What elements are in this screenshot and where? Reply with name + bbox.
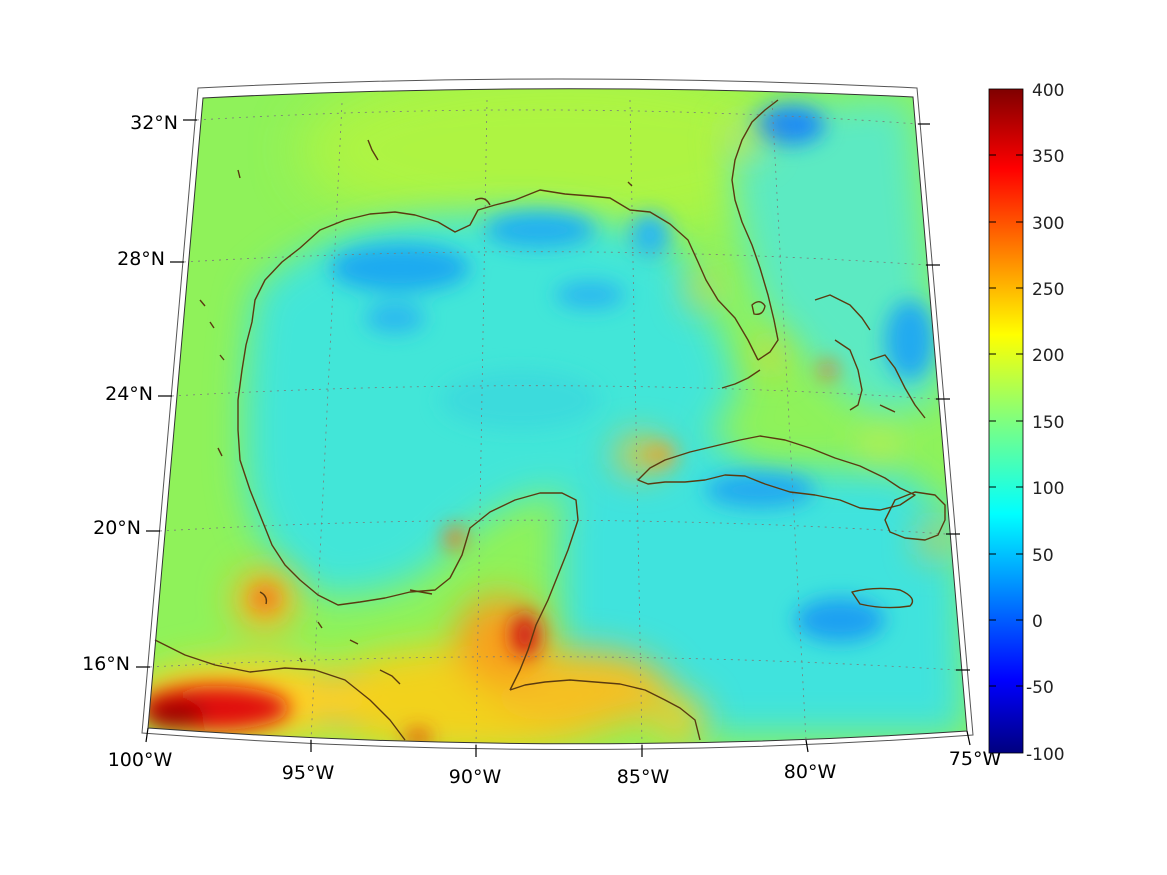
lon-label: 85°W — [617, 766, 670, 788]
field-shading — [148, 88, 967, 744]
florida-keys — [721, 369, 761, 389]
lat-label: 20°N — [93, 517, 141, 539]
lon-label: 80°W — [784, 761, 837, 783]
colorbar-tick-label: 300 — [1032, 214, 1064, 234]
lat-label: 28°N — [117, 248, 165, 270]
gulf-coastline — [237, 189, 759, 691]
colorbar-tick-label: 200 — [1032, 346, 1064, 366]
colorbar-tick-label: 350 — [1032, 147, 1064, 167]
bahamas — [814, 294, 926, 419]
colorbar-tick-label: 250 — [1032, 280, 1064, 300]
colorbar-tick-label: 400 — [1032, 81, 1064, 101]
colorbar-tick-label: 100 — [1032, 479, 1064, 499]
lake-okeechobee — [751, 301, 766, 316]
longitude-labels: 100°W 95°W 90°W 85°W 80°W 75°W — [108, 748, 1002, 788]
lon-label: 90°W — [449, 766, 502, 788]
lat-label: 24°N — [105, 383, 153, 405]
colorbar-tick-label: -50 — [1026, 678, 1054, 698]
frame-ticks — [136, 119, 971, 757]
colorbar-tick-label: 50 — [1032, 546, 1054, 566]
map-frame-outer — [141, 78, 974, 751]
pacific-coast — [154, 639, 406, 741]
colorbar-tick-labels: 400 350 300 250 200 150 100 50 0 -50 -10… — [1026, 81, 1065, 765]
lat-label: 16°N — [82, 653, 130, 675]
map-panel: 32°N 28°N 24°N 20°N 16°N 100°W 95°W 90°W… — [82, 78, 1002, 788]
cuba — [637, 435, 916, 511]
jamaica — [851, 587, 914, 609]
coastal-islands — [199, 139, 633, 685]
central-america-coast — [509, 679, 701, 741]
lon-label: 95°W — [282, 762, 335, 784]
lat-label: 32°N — [130, 112, 178, 134]
graticule — [149, 99, 957, 746]
hispaniola — [884, 491, 946, 541]
florida-east-coast — [731, 99, 779, 361]
map-frame — [147, 88, 968, 745]
colorbar-tick-label: 150 — [1032, 413, 1064, 433]
coastlines — [154, 99, 946, 741]
colorbar-tick-label: -100 — [1026, 745, 1065, 765]
lon-label: 75°W — [949, 748, 1002, 770]
colorbar-tick-label: 0 — [1032, 612, 1043, 632]
colorbar: 400 350 300 250 200 150 100 50 0 -50 -10… — [988, 81, 1065, 765]
lon-label: 100°W — [108, 749, 173, 771]
colorbar-ticks — [989, 154, 1023, 687]
latitude-labels: 32°N 28°N 24°N 20°N 16°N — [82, 112, 178, 675]
